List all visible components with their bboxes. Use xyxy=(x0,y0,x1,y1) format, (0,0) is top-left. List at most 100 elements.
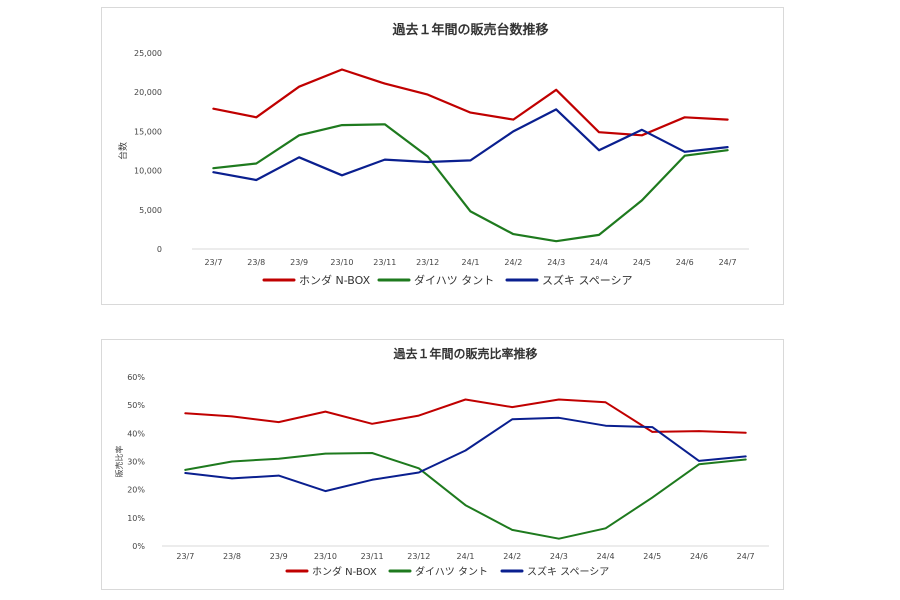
volume-x-tick-label: 23/11 xyxy=(373,258,396,267)
volume-x-tick-label: 24/3 xyxy=(547,258,565,267)
volume-y-axis-title: 台数 xyxy=(117,142,129,160)
volume-series-1-point xyxy=(598,234,600,236)
volume-series-2-point xyxy=(384,158,386,161)
share-x-tick-label: 23/7 xyxy=(176,552,194,561)
volume-series-1-point xyxy=(469,210,472,213)
volume-series-2-point xyxy=(426,161,429,163)
share-x-tick-label: 23/9 xyxy=(270,552,288,561)
volume-series-0-point xyxy=(426,93,429,96)
share-x-tick-label: 24/6 xyxy=(690,552,708,561)
share-y-tick-label: 40% xyxy=(127,429,145,438)
volume-series-1-point xyxy=(555,240,557,242)
volume-series-0-point xyxy=(212,107,215,110)
volume-x-tick-label: 23/12 xyxy=(416,258,439,267)
volume-legend-label: ホンダ N-BOX xyxy=(299,273,371,287)
share-legend-label: ダイハツ タント xyxy=(415,565,488,578)
share-series-2-point xyxy=(324,490,327,492)
share-series-1-point xyxy=(744,458,747,461)
share-legend-item-1: ダイハツ タント xyxy=(388,565,488,578)
share-series-0-point xyxy=(231,415,233,418)
share-series-2-point xyxy=(371,479,373,481)
share-series-1-point xyxy=(651,496,654,499)
volume-series-line-1 xyxy=(212,123,729,243)
volume-legend-item-0: ホンダ N-BOX xyxy=(262,273,371,287)
volume-chart-title: 過去１年間の販売台数推移 xyxy=(391,22,548,38)
share-series-2-point xyxy=(184,472,187,474)
volume-series-2-point xyxy=(512,130,515,133)
share-x-tick-label: 24/7 xyxy=(737,552,755,561)
share-series-1-point xyxy=(371,452,373,454)
share-series-2-point xyxy=(464,449,467,452)
share-series-0-point xyxy=(558,398,560,401)
share-series-0-point xyxy=(277,421,280,423)
share-x-tick-label: 24/5 xyxy=(643,552,661,561)
share-series-2-point xyxy=(744,455,747,458)
volume-series-1-point xyxy=(726,149,729,152)
share-y-axis-title: 販売比率 xyxy=(114,446,124,478)
share-series-0-point xyxy=(184,412,187,415)
share-series-1-point xyxy=(231,460,233,463)
sales-share-chart: 過去１年間の販売比率推移 0% 10% 20% 30% 40% 50% 60% 23/7 23/8… xyxy=(114,346,769,578)
volume-series-2-point xyxy=(598,149,600,152)
share-x-tick-label: 23/11 xyxy=(361,552,384,561)
share-series-2-point xyxy=(418,471,420,474)
volume-series-0-point xyxy=(726,118,729,121)
share-series-0-point xyxy=(604,401,607,404)
volume-series-0-point xyxy=(341,68,343,71)
volume-x-tick-label: 23/8 xyxy=(247,258,265,267)
volume-series-2-point xyxy=(555,108,557,111)
share-series-line-0 xyxy=(184,398,747,434)
share-series-0-point xyxy=(371,422,373,425)
sales-volume-chart-panel: 過去１年間の販売台数推移 0 5,000 10,000 15,000 20,000 25,0… xyxy=(101,7,784,305)
volume-series-1-point xyxy=(255,162,258,165)
volume-series-2-point xyxy=(212,171,215,173)
volume-y-tick-label: 15,000 xyxy=(134,127,162,136)
share-series-2-point xyxy=(698,460,700,462)
share-series-1-point xyxy=(511,529,513,531)
share-series-2-point xyxy=(511,418,513,421)
volume-series-0-point xyxy=(598,131,600,133)
share-series-1-point xyxy=(604,527,607,530)
share-x-tick-label: 24/1 xyxy=(457,552,475,561)
volume-x-tick-label: 23/10 xyxy=(330,258,353,267)
volume-series-0-point xyxy=(469,111,472,114)
share-legend-item-2: スズキ スペーシア xyxy=(500,565,609,578)
volume-series-1-point xyxy=(212,167,215,170)
share-y-tick-label: 20% xyxy=(127,486,145,495)
volume-x-tick-label: 23/9 xyxy=(290,258,308,267)
volume-series-1-point xyxy=(426,155,429,158)
share-series-1-point xyxy=(184,469,187,471)
share-series-1-point xyxy=(277,457,280,460)
share-y-tick-label: 10% xyxy=(127,514,145,523)
volume-series-1-point xyxy=(512,233,515,235)
share-series-line-2 xyxy=(184,416,747,493)
volume-series-2-point xyxy=(683,150,686,153)
volume-series-1-point xyxy=(341,124,343,126)
volume-series-2-point xyxy=(255,179,258,181)
volume-legend-item-2: スズキ スペーシア xyxy=(505,273,633,287)
volume-series-2-point xyxy=(726,146,729,148)
share-series-0-point xyxy=(418,414,420,417)
volume-series-0-point xyxy=(555,89,557,91)
share-series-2-point xyxy=(604,424,607,427)
share-series-1-point xyxy=(698,463,700,466)
share-x-tick-label: 23/12 xyxy=(407,552,430,561)
volume-y-tick-label: 10,000 xyxy=(134,167,162,176)
share-series-1-point xyxy=(418,467,420,470)
share-series-2-point xyxy=(277,474,280,477)
share-x-tick-label: 24/2 xyxy=(503,552,521,561)
share-series-0-point xyxy=(464,398,467,401)
volume-x-tick-label: 24/1 xyxy=(462,258,480,267)
share-x-tick-label: 23/8 xyxy=(223,552,241,561)
share-x-tick-label: 23/10 xyxy=(314,552,337,561)
volume-x-tick-label: 24/2 xyxy=(504,258,522,267)
volume-x-tick-label: 24/6 xyxy=(676,258,694,267)
volume-series-1-point xyxy=(641,199,643,202)
volume-x-tick-label: 24/4 xyxy=(590,258,608,267)
volume-series-2-point xyxy=(641,129,643,131)
share-legend-label: スズキ スペーシア xyxy=(527,565,609,578)
sales-share-chart-panel: 過去１年間の販売比率推移 0% 10% 20% 30% 40% 50% 60% 23/7 23/8… xyxy=(101,339,784,590)
volume-series-0-point xyxy=(255,116,258,119)
share-series-1-point xyxy=(324,452,327,455)
share-x-tick-label: 24/4 xyxy=(597,552,615,561)
